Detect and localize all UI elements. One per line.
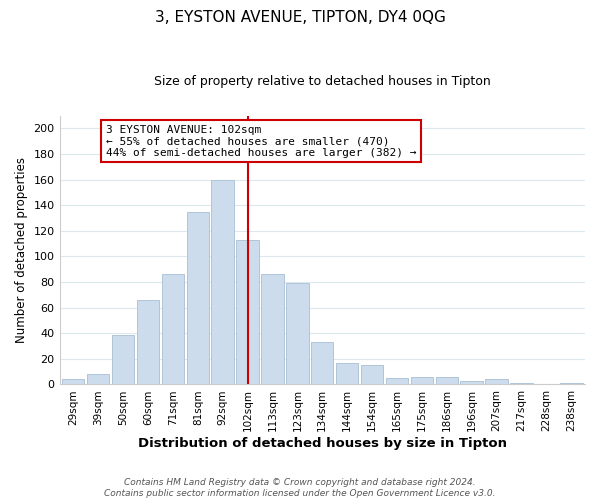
Text: 3 EYSTON AVENUE: 102sqm
← 55% of detached houses are smaller (470)
44% of semi-d: 3 EYSTON AVENUE: 102sqm ← 55% of detache… bbox=[106, 124, 416, 158]
Bar bbox=[62, 380, 85, 384]
Bar bbox=[112, 334, 134, 384]
Text: 3, EYSTON AVENUE, TIPTON, DY4 0QG: 3, EYSTON AVENUE, TIPTON, DY4 0QG bbox=[155, 10, 445, 25]
Bar bbox=[261, 274, 284, 384]
X-axis label: Distribution of detached houses by size in Tipton: Distribution of detached houses by size … bbox=[138, 437, 507, 450]
Bar bbox=[410, 377, 433, 384]
Bar bbox=[361, 366, 383, 384]
Bar bbox=[510, 383, 533, 384]
Bar bbox=[485, 380, 508, 384]
Title: Size of property relative to detached houses in Tipton: Size of property relative to detached ho… bbox=[154, 75, 491, 88]
Bar bbox=[161, 274, 184, 384]
Bar bbox=[460, 380, 483, 384]
Bar bbox=[336, 362, 358, 384]
Bar bbox=[211, 180, 234, 384]
Bar bbox=[87, 374, 109, 384]
Bar bbox=[187, 212, 209, 384]
Bar bbox=[236, 240, 259, 384]
Bar bbox=[436, 377, 458, 384]
Bar bbox=[286, 284, 308, 384]
Bar bbox=[311, 342, 334, 384]
Bar bbox=[137, 300, 159, 384]
Text: Contains HM Land Registry data © Crown copyright and database right 2024.
Contai: Contains HM Land Registry data © Crown c… bbox=[104, 478, 496, 498]
Y-axis label: Number of detached properties: Number of detached properties bbox=[15, 157, 28, 343]
Bar bbox=[386, 378, 408, 384]
Bar bbox=[560, 383, 583, 384]
